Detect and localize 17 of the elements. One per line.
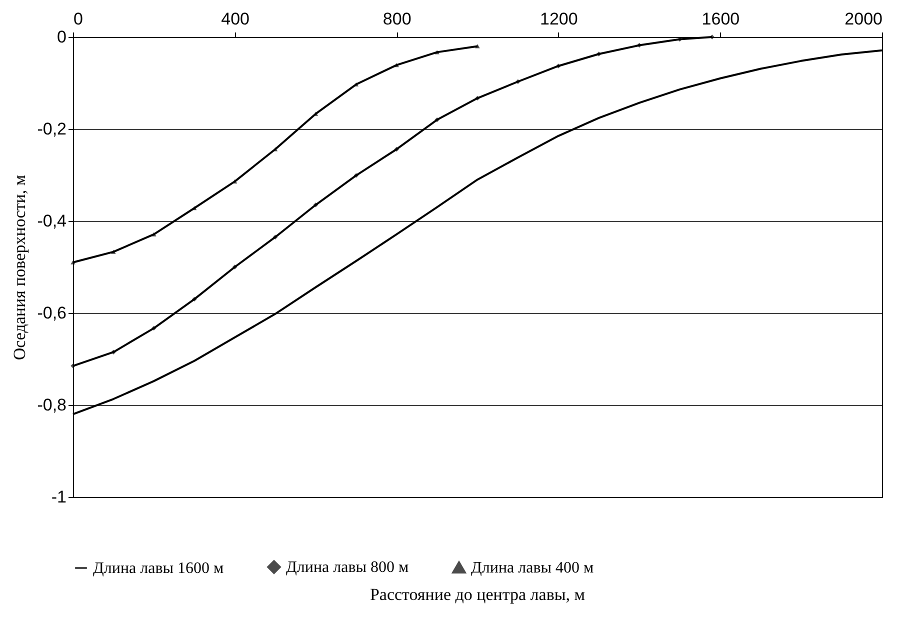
y-tick-label: -0,6 xyxy=(37,304,66,322)
x-tick-label: 2000 xyxy=(844,10,882,28)
legend-label: Длина лавы 1600 м xyxy=(93,560,224,577)
y-tick-label: -0,4 xyxy=(37,212,66,230)
y-axis-title: Оседания поверхности, м xyxy=(10,174,30,360)
y-tick-label: -0,8 xyxy=(37,396,66,414)
y-tick-label: -1 xyxy=(51,488,66,506)
x-tick-label: 1600 xyxy=(702,10,740,28)
y-tick-label: 0 xyxy=(57,28,66,46)
x-tick-label: 1200 xyxy=(540,10,578,28)
x-tick-label: 400 xyxy=(221,10,250,28)
legend-label: Длина лавы 800 м xyxy=(286,559,409,576)
x-axis-title: Расстояние до центра лавы, м xyxy=(370,585,586,604)
y-tick-label: -0,2 xyxy=(37,120,66,138)
x-tick-label: 0 xyxy=(74,10,83,28)
legend-label: Длина лавы 400 м xyxy=(471,559,594,576)
x-tick-label: 800 xyxy=(382,10,412,28)
